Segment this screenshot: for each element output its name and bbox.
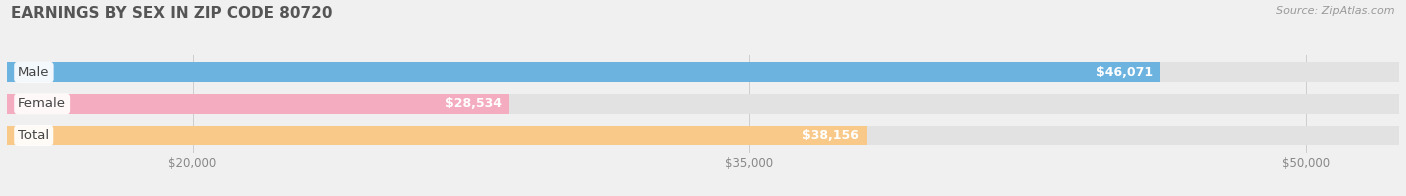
Bar [7, 126, 866, 145]
Bar [7, 63, 1160, 82]
Bar [7, 63, 1399, 82]
Text: Male: Male [18, 66, 49, 79]
Text: EARNINGS BY SEX IN ZIP CODE 80720: EARNINGS BY SEX IN ZIP CODE 80720 [11, 6, 333, 21]
Text: Female: Female [18, 97, 66, 110]
Text: $28,534: $28,534 [444, 97, 502, 110]
Bar [7, 94, 509, 114]
Text: $38,156: $38,156 [803, 129, 859, 142]
Text: Total: Total [18, 129, 49, 142]
Bar [7, 126, 1399, 145]
Text: Source: ZipAtlas.com: Source: ZipAtlas.com [1277, 6, 1395, 16]
Text: $46,071: $46,071 [1095, 66, 1153, 79]
Bar [7, 94, 1399, 114]
